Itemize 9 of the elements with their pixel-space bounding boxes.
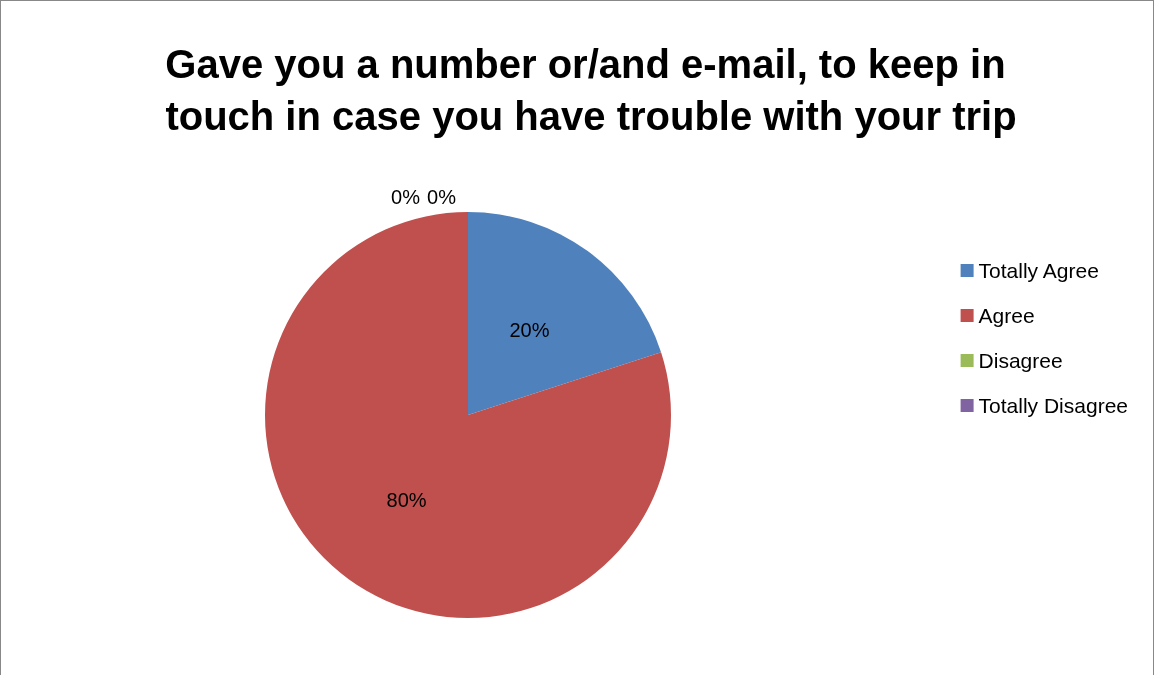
chart-title: Gave you a number or/and e-mail, to keep in touch in case you have trouble with your trip [165, 42, 1017, 138]
data-label: 20% [509, 319, 550, 342]
legend-label: Totally Disagree [978, 394, 1129, 417]
text: 0% [391, 186, 420, 208]
legend-label: Disagree [978, 349, 1063, 372]
legend-label: Totally Agree [978, 259, 1099, 282]
data-label: 80% [386, 488, 427, 511]
text: 0% [427, 186, 456, 208]
legend-label: Agree [978, 304, 1035, 327]
